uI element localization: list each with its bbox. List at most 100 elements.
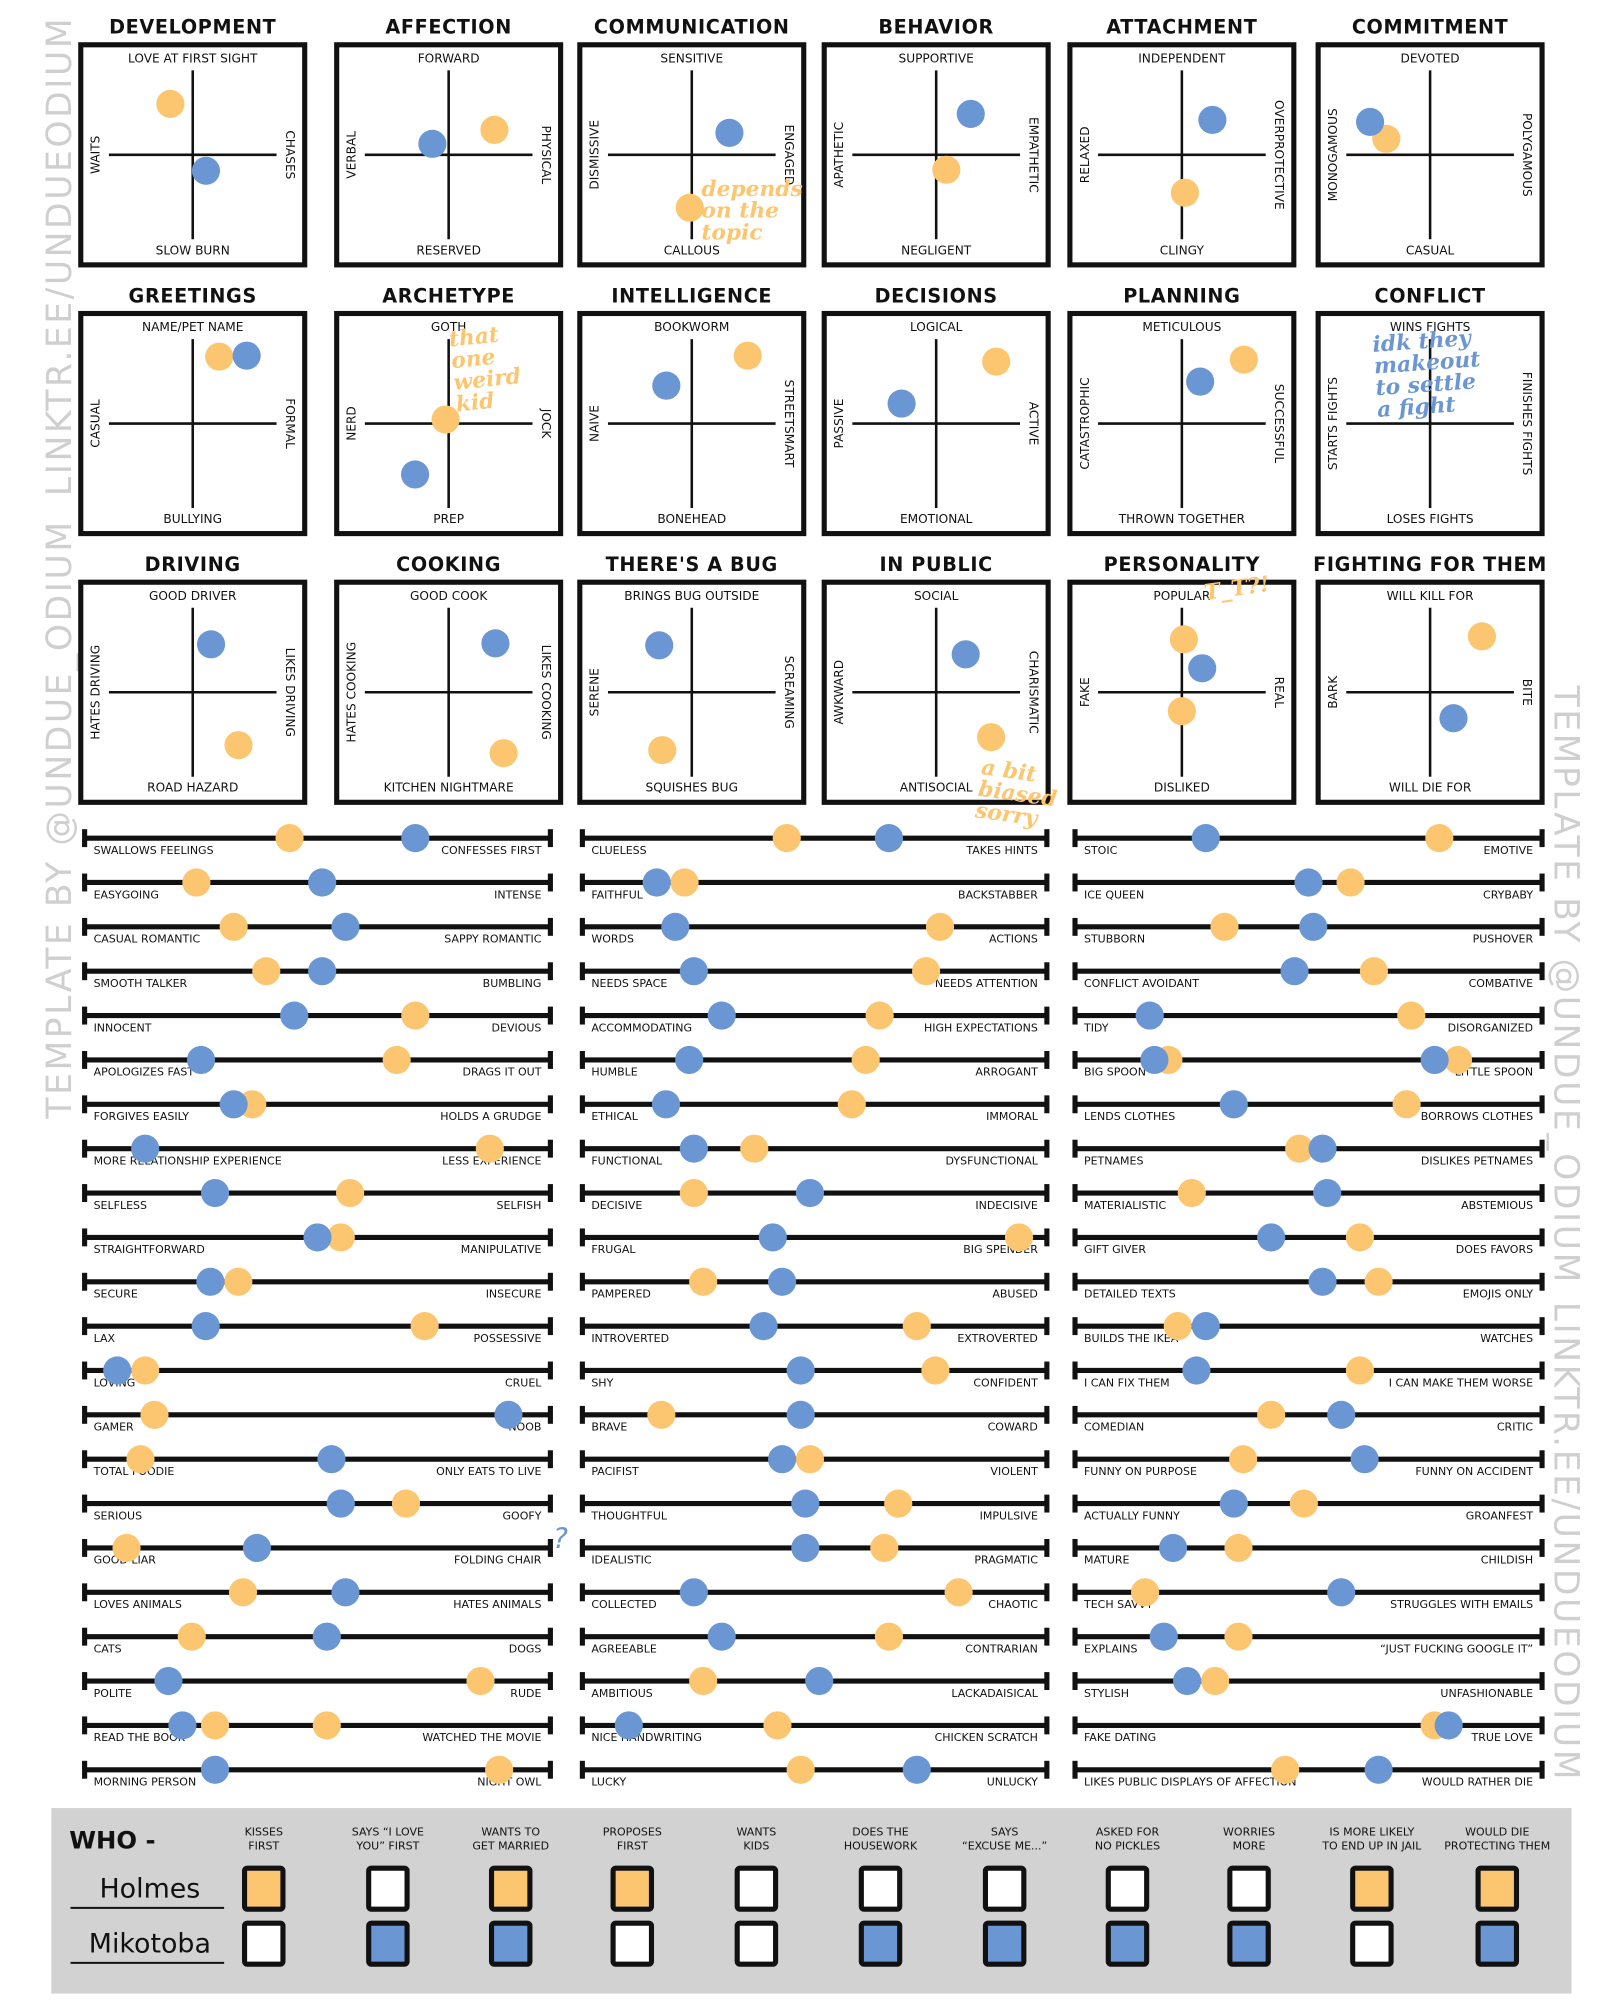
dot xyxy=(308,957,337,986)
slider-label: POLITE xyxy=(94,1687,132,1700)
axis-label: ANTISOCIAL xyxy=(900,781,973,795)
dot xyxy=(1173,1666,1202,1696)
dot xyxy=(1201,1666,1230,1696)
axis-label: CASUAL xyxy=(89,399,103,448)
axis-label: METICULOUS xyxy=(1142,320,1221,334)
axis-label: PREP xyxy=(433,512,464,526)
dot xyxy=(410,1312,439,1341)
annotation: idk they makeout to settle a fight xyxy=(1372,327,1481,424)
slider-label: NEEDS SPACE xyxy=(591,977,667,990)
axis-label: CHASES xyxy=(283,130,297,179)
axis-label: LIKES DRIVING xyxy=(283,648,297,737)
axis-label: SQUISHES BUG xyxy=(646,781,738,795)
slider-label: DRAGS IT OUT xyxy=(463,1066,542,1079)
slider-label: IMMORAL xyxy=(986,1110,1039,1123)
axis-label: FINISHES FIGHTS xyxy=(1520,372,1534,476)
dot xyxy=(670,868,699,897)
column-header: WOULD DIE xyxy=(1465,1825,1529,1838)
dot xyxy=(1177,1178,1206,1208)
axis-label: DISLIKED xyxy=(1154,781,1210,795)
slider-label: ACTIONS xyxy=(989,933,1038,946)
axis-label: FAKE xyxy=(1078,677,1092,707)
slider-label: BRAVE xyxy=(591,1421,627,1434)
dot xyxy=(391,1489,421,1518)
column-header: MORE xyxy=(1233,1839,1266,1852)
slider-label: COMEDIAN xyxy=(1084,1421,1144,1434)
dot xyxy=(205,342,234,371)
slider-label: STUBBORN xyxy=(1084,933,1145,946)
dot xyxy=(1364,1267,1393,1296)
dot xyxy=(642,868,671,897)
annotation: that one weird kid xyxy=(448,322,522,418)
dot xyxy=(689,1267,718,1296)
slider-label: CHICKEN SCRATCH xyxy=(935,1731,1038,1744)
axis-label: GOOD COOK xyxy=(410,589,488,603)
dot xyxy=(1170,178,1199,207)
quadrant-frame xyxy=(577,310,807,537)
slider-label: HUMBLE xyxy=(591,1066,637,1079)
axis-label: SCREAMING xyxy=(782,656,796,729)
column-header: GET MARRIED xyxy=(472,1839,549,1852)
slider-label: CONFESSES FIRST xyxy=(441,844,541,857)
checkbox xyxy=(1350,1865,1394,1912)
checkbox xyxy=(858,1865,903,1912)
dot xyxy=(466,1666,495,1696)
column-header: KIDS xyxy=(743,1839,769,1852)
slider-label: GIFT GIVER xyxy=(1084,1243,1146,1256)
who-panel xyxy=(51,1808,1572,1994)
dot xyxy=(1439,704,1468,733)
checkbox xyxy=(488,1865,533,1912)
slider-label: COLLECTED xyxy=(591,1598,656,1611)
slider-label: VIOLENT xyxy=(990,1465,1038,1478)
dot xyxy=(679,957,708,986)
dot xyxy=(902,1312,931,1341)
slider-label: CONFIDENT xyxy=(973,1376,1038,1389)
axis-label: RESERVED xyxy=(416,243,481,257)
dot xyxy=(912,957,941,986)
dot xyxy=(768,1445,797,1474)
quadrant-frame xyxy=(1315,42,1545,268)
dot xyxy=(140,1400,169,1429)
slider-label: FORGIVES EASILY xyxy=(94,1110,190,1123)
slider-label: IDEALISTIC xyxy=(591,1554,652,1567)
slider-label: FUNNY ON ACCIDENT xyxy=(1415,1465,1533,1478)
quadrant-frame xyxy=(334,579,564,805)
slider-label: APOLOGIZES FAST xyxy=(94,1066,195,1079)
slider-label: RUDE xyxy=(510,1687,541,1700)
axis-label: NAME/PET NAME xyxy=(142,320,243,334)
axis-label: POPULAR xyxy=(1153,589,1210,603)
axis-label: SENSITIVE xyxy=(660,51,723,65)
dot xyxy=(1224,1622,1253,1651)
dot xyxy=(1345,1223,1374,1252)
slider-label: UNLUCKY xyxy=(987,1776,1038,1789)
quadrant-title: AFFECTION xyxy=(385,16,512,39)
dot xyxy=(675,193,704,222)
dot xyxy=(317,1445,346,1474)
axis-label: EMOTIONAL xyxy=(900,512,973,526)
dot xyxy=(1434,1711,1463,1740)
slider-label: STRUGGLES WITH EMAILS xyxy=(1390,1598,1533,1611)
slider-label: LACKADAISICAL xyxy=(951,1687,1038,1700)
slider-label: AGREEABLE xyxy=(591,1642,657,1655)
annotation-text: a bit biased sorry xyxy=(973,757,1059,833)
dot xyxy=(1224,1533,1253,1563)
axis-label: RELAXED xyxy=(1078,126,1092,183)
dot xyxy=(679,1178,708,1208)
slider-label: GAMER xyxy=(94,1421,134,1434)
axis-label: LOGICAL xyxy=(910,320,963,334)
slider-label: ABUSED xyxy=(992,1288,1038,1301)
dot xyxy=(485,1755,514,1784)
dot xyxy=(326,1489,355,1518)
dot xyxy=(651,1090,681,1119)
dot xyxy=(1271,1755,1300,1784)
axis-label: GOTH xyxy=(431,320,467,334)
slider-label: SHY xyxy=(591,1376,613,1389)
quadrant-frame xyxy=(577,579,807,805)
slider-label: I CAN MAKE THEM WORSE xyxy=(1389,1376,1533,1389)
dot xyxy=(652,371,681,400)
dot xyxy=(1188,654,1217,683)
slider-label: BORROWS CLOTHES xyxy=(1421,1110,1533,1123)
quadrant-title: THERE'S A BUG xyxy=(606,553,778,576)
